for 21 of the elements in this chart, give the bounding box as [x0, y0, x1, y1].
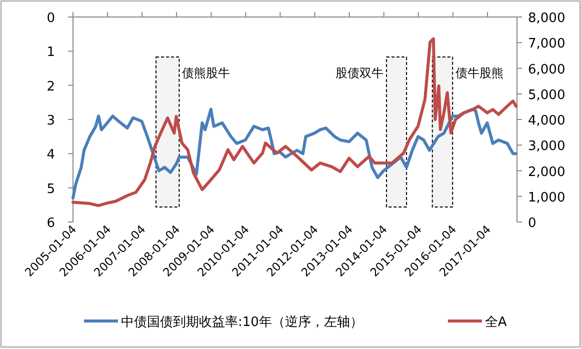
y2-tick-label: 6,000	[528, 62, 566, 78]
band-label: 债牛股熊	[456, 66, 504, 80]
y-tick-label: 6	[46, 216, 55, 231]
band-label: 股债双牛	[335, 66, 384, 80]
legend-label: 全A	[484, 315, 507, 330]
legend-label: 中债国债到期收益率:10年（逆序，左轴）	[121, 314, 363, 330]
y2-tick-label: 5,000	[528, 88, 566, 103]
y2-tick-label: 3,000	[528, 139, 566, 154]
y-tick-label: 0	[46, 11, 55, 26]
y2-tick-label: 1,000	[528, 190, 566, 206]
y-tick-label: 1	[46, 45, 55, 60]
y-tick-label: 4	[46, 148, 55, 163]
y2-tick-label: 2,000	[528, 164, 566, 180]
y2-tick-label: 4,000	[528, 114, 566, 128]
y2-tick-label: 0	[528, 216, 536, 231]
band-label: 债熊股牛	[182, 66, 230, 80]
y-tick-label: 2	[46, 79, 55, 94]
y-tick-label: 3	[46, 114, 55, 128]
y-tick-label: 5	[46, 182, 55, 197]
y2-tick-label: 8,000	[528, 11, 566, 26]
y2-tick-label: 7,000	[528, 36, 566, 52]
